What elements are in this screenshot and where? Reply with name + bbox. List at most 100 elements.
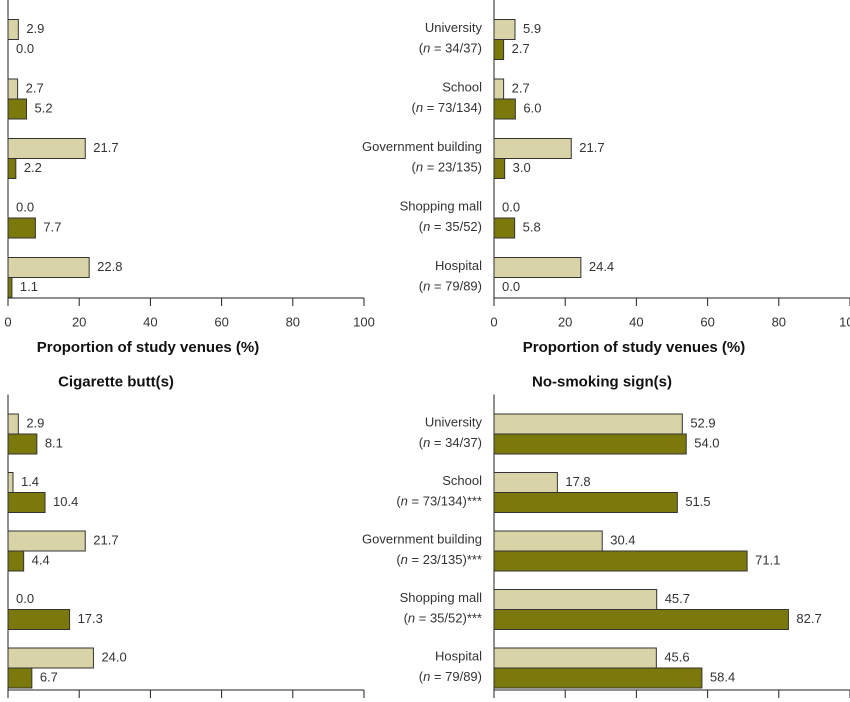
- category-label: School: [442, 473, 482, 488]
- x-tick-label: 60: [214, 314, 228, 329]
- category-label: University: [425, 20, 483, 35]
- x-axis-title: Proportion of study venues (%): [523, 339, 746, 356]
- bar: [493, 19, 516, 40]
- x-tick-label: 80: [286, 314, 300, 329]
- bar: [7, 19, 19, 40]
- value-label: 24.4: [589, 259, 614, 274]
- value-label: 0.0: [502, 199, 520, 214]
- x-tick-label: 40: [143, 314, 157, 329]
- bar: [7, 257, 90, 278]
- x-tick-label: 100: [839, 314, 850, 329]
- value-label: 2.9: [26, 21, 44, 36]
- value-label: 21.7: [579, 140, 604, 155]
- value-label: 0.0: [502, 279, 520, 294]
- value-label: 0.0: [16, 591, 34, 606]
- value-label: 7.7: [43, 219, 61, 234]
- value-label: 45.6: [664, 649, 689, 664]
- value-label: 3.0: [513, 160, 531, 175]
- bar: [7, 277, 13, 298]
- category-sample: (n = 23/135): [412, 160, 482, 175]
- category-sample: (n = 34/37): [419, 435, 482, 450]
- value-label: 45.7: [665, 591, 690, 606]
- panel-title: No-smoking sign(s): [532, 373, 672, 390]
- bar: [7, 98, 28, 120]
- value-label: 21.7: [93, 140, 118, 155]
- category-label: Government building: [362, 531, 482, 546]
- value-label: 17.3: [78, 611, 103, 626]
- value-label: 82.7: [796, 611, 821, 626]
- x-tick-label: 40: [629, 314, 643, 329]
- category-label: University: [425, 414, 483, 429]
- value-label: 58.4: [710, 669, 735, 684]
- bar: [493, 589, 658, 610]
- value-label: 2.9: [26, 415, 44, 430]
- bar: [493, 78, 505, 100]
- value-label: 52.9: [690, 415, 715, 430]
- bar: [493, 217, 516, 239]
- value-label: 5.2: [35, 100, 53, 115]
- category-sample: (n = 79/89): [419, 279, 482, 294]
- bar: [493, 413, 683, 435]
- bar: [493, 433, 687, 455]
- x-tick-label: 0: [490, 314, 497, 329]
- value-label: 8.1: [45, 435, 63, 450]
- bar: [493, 138, 572, 159]
- value-label: 22.8: [97, 259, 122, 274]
- bar: [7, 158, 17, 179]
- bar: [493, 667, 703, 689]
- bar: [493, 609, 789, 630]
- x-tick-label: 60: [700, 314, 714, 329]
- category-label: Hospital: [435, 258, 482, 273]
- bar: [493, 158, 506, 179]
- category-sample: (n = 79/89): [419, 669, 482, 684]
- x-axis-title: Proportion of study venues (%): [37, 339, 260, 356]
- value-label: 6.0: [523, 100, 541, 115]
- bar: [493, 492, 678, 513]
- bar: [493, 257, 582, 278]
- bar: [493, 39, 505, 60]
- bar: [7, 138, 86, 159]
- x-tick-label: 20: [72, 314, 86, 329]
- bar: [7, 550, 25, 572]
- value-label: 1.1: [20, 279, 38, 294]
- value-label: 5.8: [523, 219, 541, 234]
- bar: [493, 530, 603, 552]
- value-label: 2.7: [512, 41, 530, 56]
- panel-title: Cigarette butt(s): [58, 373, 174, 390]
- value-label: 0.0: [16, 199, 34, 214]
- bar: [7, 609, 71, 630]
- value-label: 6.7: [40, 669, 58, 684]
- category-label: Shopping mall: [400, 590, 482, 605]
- value-label: 24.0: [101, 649, 126, 664]
- category-sample: (n = 34/37): [419, 41, 482, 56]
- value-label: 71.1: [755, 552, 780, 567]
- bar: [7, 530, 86, 552]
- value-label: 54.0: [694, 435, 719, 450]
- category-label: Shopping mall: [400, 198, 482, 213]
- value-label: 5.9: [523, 21, 541, 36]
- category-sample: (n = 73/134)***: [396, 494, 482, 509]
- value-label: 2.2: [24, 160, 42, 175]
- bar: [7, 492, 46, 513]
- value-label: 21.7: [93, 532, 118, 547]
- value-label: 10.4: [53, 494, 78, 509]
- category-label: Hospital: [435, 648, 482, 663]
- bar: [7, 413, 19, 435]
- value-label: 4.4: [32, 552, 50, 567]
- bar: [493, 472, 558, 493]
- bar: [7, 472, 14, 493]
- category-sample: (n = 73/134): [412, 100, 482, 115]
- value-label: 30.4: [610, 532, 635, 547]
- category-label: Government building: [362, 139, 482, 154]
- bar: [7, 647, 94, 669]
- value-label: 2.7: [26, 80, 44, 95]
- bar: [7, 78, 19, 100]
- value-label: 17.8: [565, 474, 590, 489]
- value-label: 0.0: [16, 41, 34, 56]
- bar: [493, 647, 657, 669]
- category-sample: (n = 35/52)***: [404, 611, 482, 626]
- bar: [7, 667, 33, 689]
- value-label: 2.7: [512, 80, 530, 95]
